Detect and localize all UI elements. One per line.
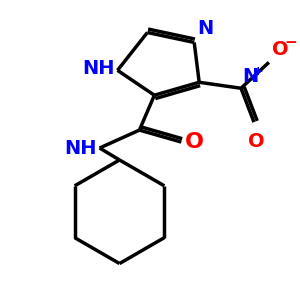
Text: NH: NH: [64, 139, 97, 158]
Text: O: O: [248, 132, 264, 151]
Text: NH: NH: [82, 59, 115, 78]
Text: N: N: [197, 20, 213, 38]
Text: O: O: [185, 132, 204, 152]
Text: −: −: [285, 35, 298, 50]
Text: +: +: [253, 65, 264, 78]
Text: O: O: [272, 40, 289, 59]
Text: N: N: [242, 67, 258, 86]
